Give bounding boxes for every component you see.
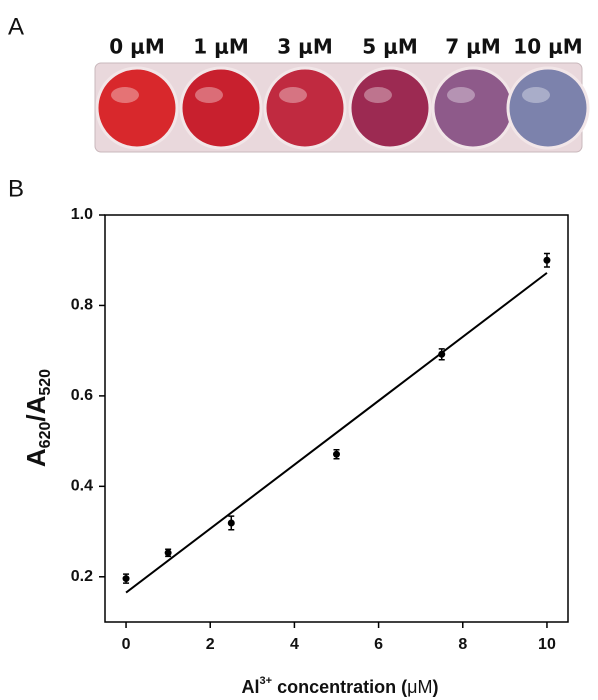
panel-label: A [8,13,24,40]
x-tick-label: 8 [458,636,467,653]
x-tick-label: 4 [290,636,299,653]
well-label: 1 μM [193,35,249,59]
data-point [122,575,130,583]
x-label-part: ) [432,677,438,697]
y-label-sub: 620 [37,422,54,449]
y-axis-label: A620/A520 [21,369,54,467]
x-label-part: Al [242,677,260,697]
well [263,66,347,150]
x-label-part: concentration ( [272,677,407,697]
x-label-sup: 3+ [260,675,273,687]
panel-label: B [8,175,24,202]
well-label: 0 μM [109,35,165,59]
fit-line [125,272,548,594]
well-label: 7 μM [445,35,501,59]
data-point [333,450,340,458]
data-point [438,350,446,358]
x-axis-label: Al3+ concentration (μM) [242,675,439,697]
well-highlight [279,87,307,103]
well-highlight [195,87,223,103]
well-highlight [447,87,475,103]
well [431,66,515,150]
data-point [164,549,172,557]
well [506,66,590,150]
well [348,66,432,150]
well-label: 3 μM [277,35,333,59]
y-tick-label: 0.6 [71,387,93,404]
well-highlight [111,87,139,103]
x-tick-label: 2 [206,636,215,653]
x-tick-label: 0 [122,636,131,653]
well [95,66,179,150]
well-highlight [364,87,392,103]
well-label: 10 μM [513,35,582,59]
x-tick-label: 10 [538,636,556,653]
x-label-part: μM [407,677,432,697]
y-tick-label: 0.8 [71,297,93,314]
data-point [227,519,235,527]
y-tick-label: 0.4 [71,478,93,495]
well-label: 5 μM [362,35,418,59]
y-label-part: /A [21,395,51,421]
well [179,66,263,150]
y-label-part: A [21,448,51,467]
wells: 0 μM 1 μM 3 μM 5 μM 7 μM 10 μM [95,35,590,150]
y-tick-label: 0.2 [71,568,93,585]
data-point [543,256,551,264]
x-tick-label: 6 [374,636,383,653]
plot-frame [104,214,569,623]
y-label-sub: 520 [37,369,54,396]
well-highlight [522,87,550,103]
y-tick-label: 1.0 [71,206,93,223]
